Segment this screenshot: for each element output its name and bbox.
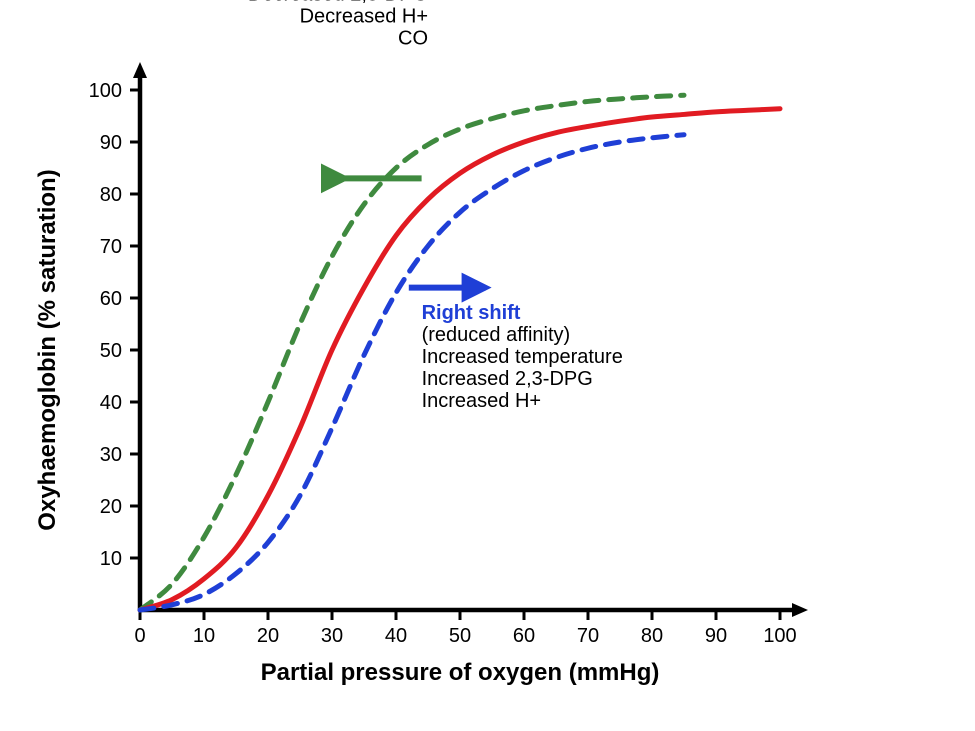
x-axis-label: Partial pressure of oxygen (mmHg): [261, 659, 660, 686]
y-tick-label: 30: [100, 444, 122, 466]
y-tick-label: 40: [100, 392, 122, 414]
x-tick-label: 10: [193, 625, 215, 647]
x-tick-label: 100: [763, 625, 796, 647]
right-shift-line: (reduced affinity): [422, 324, 571, 346]
x-tick-label: 0: [134, 625, 145, 647]
y-tick-label: 70: [100, 236, 122, 258]
y-tick-label: 20: [100, 496, 122, 518]
left-shift-line: Decreased H+: [300, 5, 428, 27]
right-shift-title: Right shift: [422, 302, 521, 324]
y-tick-label: 80: [100, 184, 122, 206]
x-tick-label: 80: [641, 625, 663, 647]
left-shift-line: CO: [398, 27, 428, 49]
x-tick-label: 90: [705, 625, 727, 647]
y-tick-label: 50: [100, 340, 122, 362]
x-tick-label: 20: [257, 625, 279, 647]
x-tick-label: 50: [449, 625, 471, 647]
y-tick-label: 10: [100, 548, 122, 570]
right-shift-line: Increased 2,3-DPG: [422, 368, 593, 390]
x-tick-label: 70: [577, 625, 599, 647]
right-shift-line: Increased temperature: [422, 346, 623, 368]
y-tick-label: 60: [100, 288, 122, 310]
y-tick-label: 100: [89, 80, 122, 102]
y-tick-label: 90: [100, 132, 122, 154]
x-tick-label: 60: [513, 625, 535, 647]
oxyhaemoglobin-dissociation-chart: 0 10 20 30 40 50 60 70 80 90 100 10 20 30 40 50 60 70 80 9…: [0, 0, 975, 731]
chart-container: 0 10 20 30 40 50 60 70 80 90 100 10 20 30 40 50 60 70 80 9…: [0, 0, 975, 731]
right-shift-line: Increased H+: [422, 390, 542, 412]
x-tick-label: 40: [385, 625, 407, 647]
y-axis-label: Oxyhaemoglobin (% saturation): [34, 169, 61, 530]
x-tick-label: 30: [321, 625, 343, 647]
